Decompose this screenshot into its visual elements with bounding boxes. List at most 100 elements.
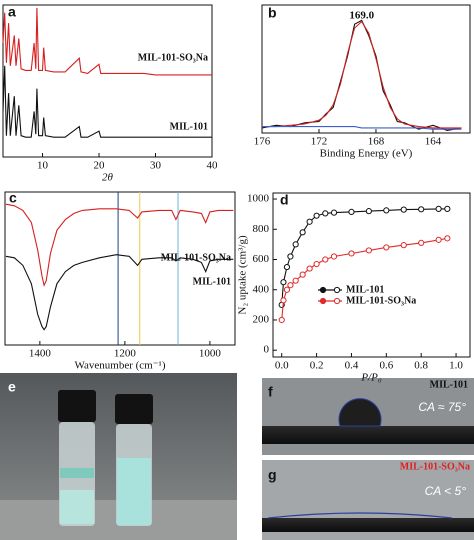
series-line [2, 65, 212, 138]
x-tick-label: 10 [37, 160, 49, 172]
x-axis-label: 2θ [102, 172, 114, 184]
y-tick-label: 800 [253, 223, 270, 235]
y-tick-label: 200 [253, 313, 270, 325]
plot-frame [4, 191, 236, 346]
series-label: MIL-101 [193, 276, 231, 287]
data-point [400, 242, 407, 249]
data-point [280, 279, 287, 286]
droplet-edge [267, 512, 453, 519]
sample-caption: MIL-101-SO₃Na [400, 461, 470, 472]
legend-label: MIL-101 [346, 284, 384, 295]
series-label: MIL-101 [170, 121, 208, 132]
x-tick-label: 0.4 [345, 360, 359, 372]
chart-panel: d 0.0 0.2 0.4 0.6 0.8 1.0 0 200 400 600 800 1000 P/P₀… [237, 192, 471, 384]
x-tick-label: 172 [311, 136, 328, 148]
photo-e: e [0, 373, 237, 540]
series-line [2, 7, 212, 76]
x-tick-label: 1000 [199, 348, 222, 360]
photo-g: g MIL-101-SO₃Na CA < 5° [262, 460, 474, 540]
data-point [348, 208, 355, 215]
x-tick-label: 0.8 [414, 360, 428, 372]
series-line [281, 237, 448, 321]
chart-panel: b 176 172 168 164 Binding Energy (eV) 169.0 [254, 4, 471, 160]
data-point [418, 239, 425, 246]
y-axis-label: N₂ uptake (cm³/g) [237, 235, 249, 315]
series-label: MIL-101-SO₃Na [138, 52, 208, 63]
x-tick-label: 168 [368, 136, 385, 148]
x-tick-label: 176 [254, 136, 271, 148]
data-point [299, 229, 306, 236]
plot-frame [261, 4, 471, 134]
x-tick-label: 1.0 [449, 360, 463, 372]
data-point [330, 253, 338, 260]
panel-letter: b [268, 5, 277, 21]
data-point [292, 241, 299, 248]
sample-caption: MIL-101 [430, 379, 468, 390]
x-tick-label: 20 [94, 160, 106, 172]
data-point [283, 286, 291, 293]
x-tick-label: 0.0 [275, 360, 289, 372]
panel-letter: e [8, 379, 16, 395]
vial-liquid [117, 458, 151, 525]
chart-panel: a 10 20 30 40 2θ MIL-101-SO₃Na MIL-101 [2, 4, 219, 184]
x-tick-label: 0.6 [379, 360, 393, 372]
x-axis-label: P/P₀ [360, 372, 381, 384]
legend-label: MIL-101-SO₃Na [346, 295, 416, 306]
peak-label: 169.0 [349, 10, 374, 22]
series-line [262, 126, 462, 130]
vial-liquid [60, 468, 94, 478]
y-tick-label: 1000 [247, 193, 270, 205]
data-point [330, 209, 338, 216]
data-point [313, 212, 320, 219]
panel-letter: g [268, 467, 277, 483]
y-tick-label: 400 [253, 283, 270, 295]
chart-panel: c 1400 1200 1000 Wavenumber (cm⁻¹) MIL-101-SO… [4, 190, 236, 372]
legend-marker [333, 286, 341, 294]
data-point [365, 247, 372, 254]
data-point [322, 210, 329, 217]
y-tick-label: 0 [264, 344, 270, 356]
data-point [287, 282, 294, 289]
x-tick-label: 30 [150, 160, 162, 172]
data-point [280, 297, 287, 304]
data-point [400, 206, 407, 213]
panel-letter: a [8, 4, 16, 20]
legend-marker [333, 297, 341, 305]
data-point [383, 207, 390, 214]
data-point [444, 205, 451, 212]
data-point [292, 277, 299, 284]
data-point [435, 205, 442, 212]
series-line [262, 20, 462, 129]
series-line [5, 254, 234, 331]
data-point [418, 206, 425, 213]
data-point [313, 260, 320, 268]
panel-letter: f [268, 384, 273, 400]
legend-marker [319, 297, 327, 305]
contact-angle: CA ≈ 75° [418, 400, 466, 414]
series-line [261, 19, 462, 131]
droplet [338, 398, 382, 427]
plot-frame [272, 192, 471, 358]
x-tick-label: 1400 [29, 348, 52, 360]
vial-cap [58, 390, 96, 422]
photo-f: f MIL-101 CA ≈ 75° [262, 378, 474, 455]
data-point [348, 250, 355, 257]
x-axis-label: Wavenumber (cm⁻¹) [75, 360, 166, 372]
panel-letter: d [280, 192, 289, 208]
data-point [306, 218, 313, 225]
data-point [383, 244, 390, 251]
data-point [287, 253, 294, 260]
x-tick-label: 164 [425, 136, 442, 148]
data-point [278, 316, 285, 324]
x-tick-label: 0.2 [310, 360, 324, 372]
substrate [262, 518, 474, 532]
series-line [5, 203, 234, 288]
x-axis-label: Binding Energy (eV) [320, 148, 413, 160]
data-point [322, 256, 329, 263]
vial-cap [115, 394, 153, 424]
data-point [444, 235, 451, 242]
x-tick-label: 40 [207, 160, 219, 172]
data-point [365, 208, 372, 215]
vial-liquid [60, 490, 94, 524]
